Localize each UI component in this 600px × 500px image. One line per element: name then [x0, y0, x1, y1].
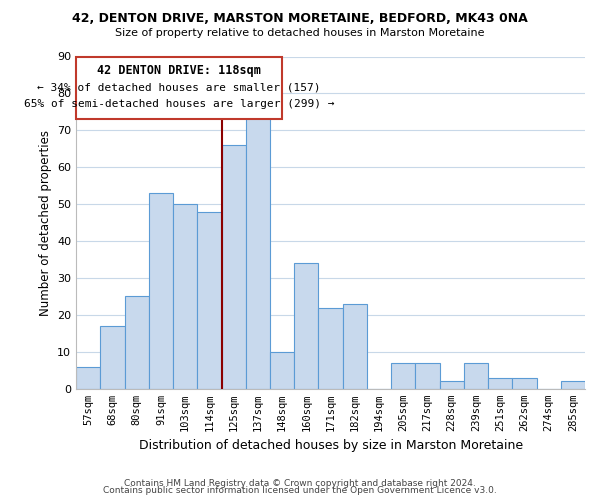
Bar	[246, 112, 270, 389]
Text: Contains HM Land Registry data © Crown copyright and database right 2024.: Contains HM Land Registry data © Crown c…	[124, 478, 476, 488]
Bar	[319, 308, 343, 389]
Bar	[415, 363, 440, 389]
Bar	[464, 363, 488, 389]
Text: 42, DENTON DRIVE, MARSTON MORETAINE, BEDFORD, MK43 0NA: 42, DENTON DRIVE, MARSTON MORETAINE, BED…	[72, 12, 528, 26]
Bar	[512, 378, 536, 389]
X-axis label: Distribution of detached houses by size in Marston Moretaine: Distribution of detached houses by size …	[139, 440, 523, 452]
Text: ← 34% of detached houses are smaller (157): ← 34% of detached houses are smaller (15…	[37, 82, 321, 92]
Bar	[488, 378, 512, 389]
Text: Contains public sector information licensed under the Open Government Licence v3: Contains public sector information licen…	[103, 486, 497, 495]
Bar	[76, 366, 100, 389]
Text: 65% of semi-detached houses are larger (299) →: 65% of semi-detached houses are larger (…	[24, 99, 334, 109]
Text: 42 DENTON DRIVE: 118sqm: 42 DENTON DRIVE: 118sqm	[97, 64, 261, 77]
Bar	[197, 212, 221, 389]
Bar	[561, 382, 585, 389]
Y-axis label: Number of detached properties: Number of detached properties	[38, 130, 52, 316]
Bar	[270, 352, 294, 389]
Bar	[294, 264, 319, 389]
Text: Size of property relative to detached houses in Marston Moretaine: Size of property relative to detached ho…	[115, 28, 485, 38]
Bar	[391, 363, 415, 389]
Bar	[343, 304, 367, 389]
Bar	[440, 382, 464, 389]
Bar	[221, 145, 246, 389]
Bar	[149, 193, 173, 389]
Bar	[173, 204, 197, 389]
Bar	[125, 296, 149, 389]
Bar	[76, 56, 282, 120]
Bar	[100, 326, 125, 389]
